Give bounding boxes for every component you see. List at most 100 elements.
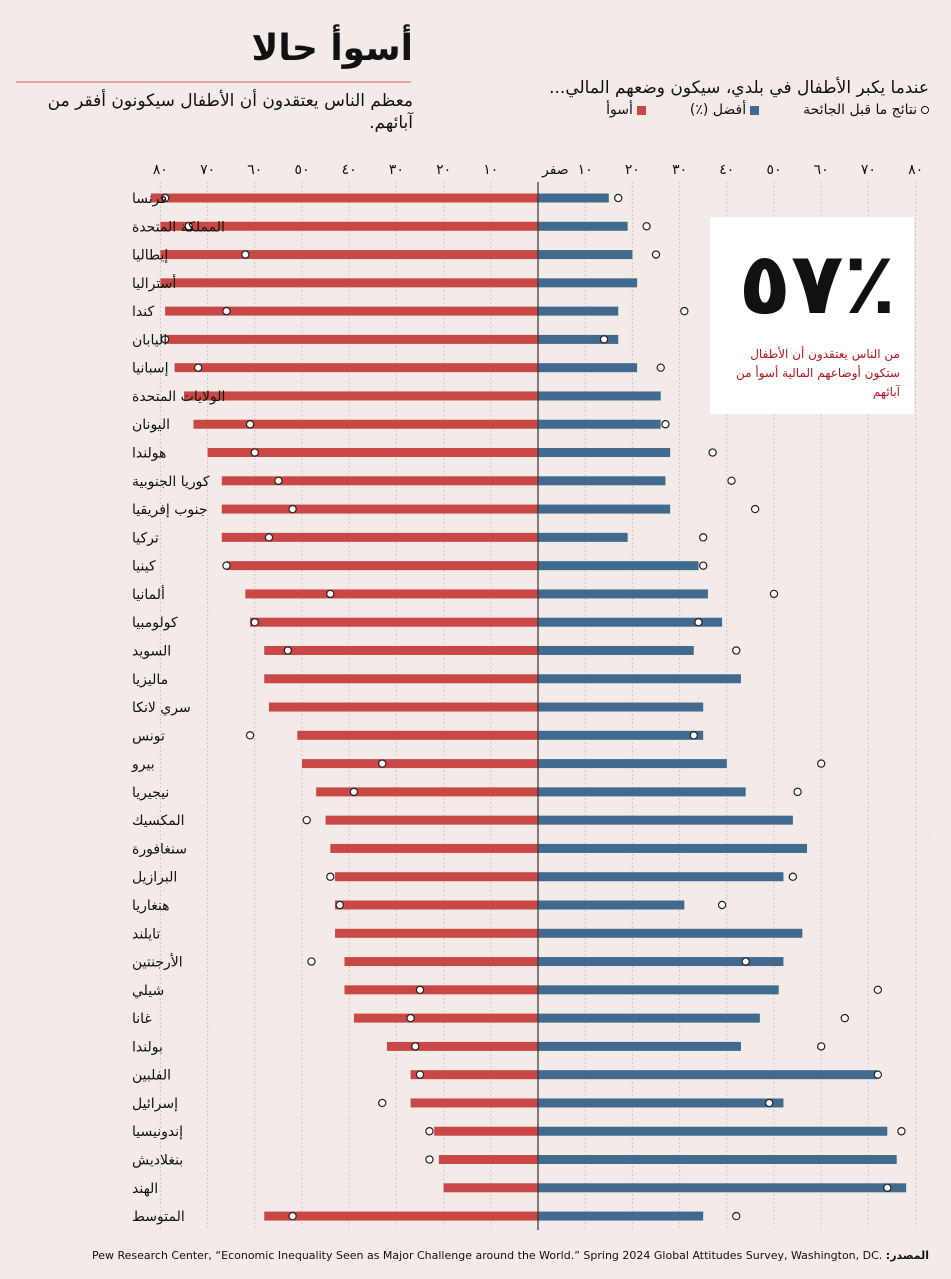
prepandemic-marker	[694, 618, 703, 627]
prepandemic-marker	[326, 872, 335, 881]
prepandemic-marker	[642, 222, 651, 231]
bar-better	[538, 957, 784, 967]
prepandemic-marker	[222, 306, 231, 316]
bar-better	[538, 702, 704, 712]
prepandemic-marker	[283, 646, 293, 655]
bar-worse	[160, 250, 538, 260]
prepandemic-marker	[708, 448, 717, 457]
bar-worse	[335, 872, 538, 882]
prepandemic-marker	[307, 957, 316, 966]
bar-worse	[434, 1126, 538, 1136]
country-label: اليونان	[132, 417, 170, 433]
prepandemic-marker	[415, 1070, 425, 1079]
bar-better	[538, 872, 784, 882]
bar-worse	[410, 1098, 538, 1108]
bar-better	[538, 674, 741, 684]
bar-better	[538, 759, 727, 769]
bar-better	[538, 1013, 760, 1023]
prepandemic-marker	[817, 1042, 826, 1051]
country-label: بولندا	[132, 1039, 163, 1055]
prepandemic-marker	[788, 872, 798, 881]
bar-worse	[330, 843, 538, 853]
prepandemic-marker	[793, 787, 802, 797]
country-label: غانا	[132, 1011, 152, 1027]
bar-better	[538, 1211, 704, 1221]
prepandemic-marker	[750, 504, 760, 514]
country-label: كندا	[132, 304, 154, 320]
country-label: هنغاريا	[132, 898, 170, 914]
prepandemic-marker	[732, 1211, 741, 1221]
prepandemic-marker	[264, 533, 274, 542]
prepandemic-marker	[415, 985, 425, 995]
bar-worse	[221, 504, 538, 514]
bar-worse	[297, 730, 538, 740]
callout-box: ٪٥٧ من الناس يعتقدون أن الأطفال ستكون أو…	[710, 217, 914, 414]
bar-better	[538, 250, 633, 260]
bar-worse	[150, 193, 538, 203]
bar-worse	[325, 815, 538, 825]
prepandemic-marker	[349, 787, 359, 797]
bar-worse	[245, 589, 539, 599]
x-tick-label: ٧٠	[200, 162, 215, 178]
prepandemic-marker	[699, 533, 708, 542]
bar-worse	[160, 221, 538, 231]
prepandemic-marker	[378, 759, 387, 768]
x-tick-label: ٤٠	[719, 162, 734, 178]
country-label: السويد	[132, 643, 171, 659]
prepandemic-marker	[250, 618, 259, 627]
x-tick-label: ٢٠	[436, 162, 451, 178]
prepandemic-marker	[160, 335, 170, 344]
prepandemic-marker	[245, 420, 255, 429]
bar-worse	[386, 1041, 538, 1051]
prepandemic-marker	[599, 335, 609, 344]
survey-question: عندما يكبر الأطفال في بلدي، سيكون وضعهم …	[549, 78, 929, 98]
bar-better	[538, 504, 671, 514]
country-label: إسبانيا	[132, 361, 169, 377]
prepandemic-marker	[411, 1042, 420, 1051]
bar-worse	[207, 448, 538, 458]
country-label: كوريا الجنوبية	[132, 474, 210, 490]
source-note: المصدر: Pew Research Center, “Economic I…	[92, 1249, 929, 1262]
country-label: جنوب إفريقيا	[132, 502, 208, 518]
bar-better	[538, 532, 628, 542]
country-label: الفلبين	[132, 1068, 171, 1084]
bar-worse	[226, 561, 539, 571]
x-tick-label: ٦٠	[814, 162, 829, 178]
bar-better	[538, 306, 619, 316]
prepandemic-marker	[680, 306, 689, 316]
bar-better	[538, 900, 685, 910]
country-label: سري لانكا	[132, 700, 191, 716]
worse-swatch-icon	[636, 105, 646, 115]
country-label: البرازيل	[132, 870, 177, 886]
x-tick-label: ٣٠	[389, 162, 404, 178]
bar-worse	[193, 419, 538, 429]
x-tick-label: ٥٠	[294, 162, 309, 178]
country-label: ماليزيا	[132, 672, 168, 688]
bar-better	[538, 787, 746, 797]
bar-worse	[344, 985, 538, 995]
bar-worse	[264, 674, 538, 684]
x-tick-label: صفر	[541, 162, 569, 178]
bar-better	[538, 843, 808, 853]
bar-better	[538, 617, 723, 627]
bar-better	[538, 645, 694, 655]
bar-better	[538, 1126, 888, 1136]
bar-worse	[184, 391, 538, 401]
country-label: ألمانيا	[132, 585, 165, 603]
country-label: المملكة المتحدة	[132, 219, 225, 235]
x-tick-label: ٣٠	[672, 162, 687, 178]
bar-worse	[335, 928, 538, 938]
country-label: بنغلاديش	[132, 1153, 183, 1169]
bar-better	[538, 1183, 907, 1193]
prepandemic-marker	[699, 561, 708, 570]
prepandemic-marker	[335, 900, 344, 910]
prepandemic-marker	[614, 193, 623, 203]
bar-worse	[353, 1013, 538, 1023]
prepandemic-marker	[883, 1183, 892, 1193]
prepandemic-marker	[425, 1155, 434, 1164]
legend-item-worse: أسوأ	[606, 102, 646, 118]
bar-better	[538, 448, 671, 458]
bar-worse	[221, 476, 538, 486]
x-tick-label: ٦٠	[247, 162, 262, 178]
legend: نتائج ما قبل الجائحة أفضل (٪) أسوأ	[606, 102, 929, 118]
